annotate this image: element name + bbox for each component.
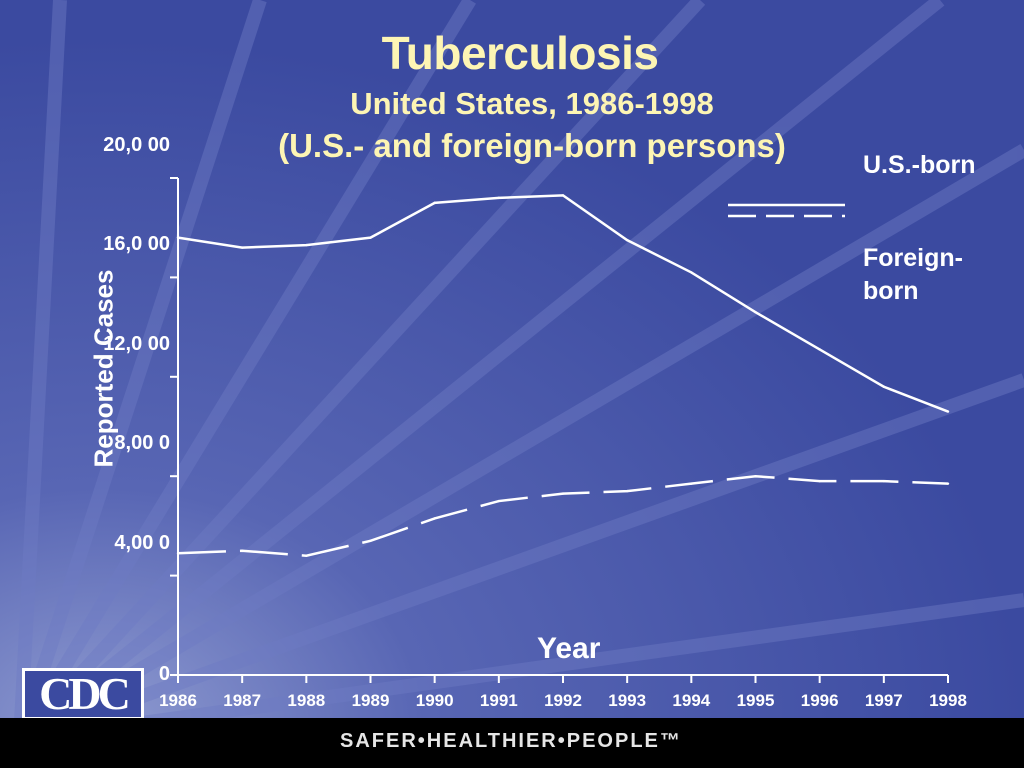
footer-slogan: SAFER•HEALTHIER•PEOPLE™ — [340, 730, 682, 752]
x-tick-label: 1994 — [672, 691, 711, 710]
series-line-us-born — [177, 194, 949, 413]
x-tick-label: 1987 — [223, 691, 262, 710]
data-point — [754, 475, 757, 478]
x-tick-label: 1992 — [544, 691, 582, 710]
x-tick-label: 1989 — [351, 691, 390, 710]
data-point — [561, 492, 565, 495]
x-tick-label: 1997 — [864, 691, 903, 710]
y-tick-label: 0 — [158, 663, 170, 685]
legend-label-us-born: U.S.-born — [863, 151, 976, 179]
data-point — [497, 196, 501, 200]
y-tick-label: 12,0 00 — [103, 332, 170, 355]
x-axis-label: Year — [537, 632, 601, 665]
data-point — [882, 385, 886, 388]
data-point — [305, 554, 308, 557]
data-point — [946, 410, 950, 413]
data-point — [561, 194, 565, 197]
cdc-logo: CDC — [22, 668, 144, 720]
x-tick-label: 1993 — [608, 691, 647, 710]
x-tick-label: 1988 — [287, 691, 326, 710]
data-point — [176, 236, 180, 239]
data-point — [369, 236, 372, 239]
y-tick-label: 8,00 0 — [114, 432, 170, 455]
legend-label-foreign-born: Foreign-born — [863, 244, 963, 305]
data-point — [433, 517, 436, 520]
y-tick-label: 20,0 00 — [103, 134, 170, 156]
data-point — [882, 479, 886, 483]
data-point — [625, 489, 629, 493]
y-tick-label: 16,0 00 — [103, 233, 170, 256]
x-tick-label: 1996 — [800, 691, 839, 710]
data-point — [818, 479, 821, 483]
data-point — [690, 271, 693, 274]
data-point — [625, 238, 629, 242]
chart-subtitle-line1: United States, 1986-1998 — [350, 86, 714, 121]
data-point — [240, 549, 244, 552]
data-point — [497, 499, 501, 503]
y-tick-label: 4,00 0 — [114, 531, 170, 554]
chart-title: Tuberculosis — [381, 27, 659, 79]
x-tick-label: 1986 — [159, 691, 197, 710]
cdc-logo-text: CDC — [39, 668, 131, 719]
x-tick-label: 1998 — [929, 691, 967, 710]
series-line-foreign-born — [177, 474, 949, 557]
data-point — [690, 482, 693, 485]
data-point — [754, 310, 757, 314]
footer-bar: SAFER•HEALTHIER•PEOPLE™ — [0, 718, 1024, 768]
data-point — [240, 246, 244, 249]
data-point — [369, 539, 372, 543]
data-point — [818, 348, 821, 351]
x-tick-label: 1991 — [479, 691, 518, 710]
data-point — [176, 552, 180, 555]
chart-subtitle-line2: (U.S.- and foreign-born persons) — [278, 127, 786, 164]
x-tick-label: 1995 — [736, 691, 775, 710]
data-point — [305, 243, 308, 247]
data-point — [946, 482, 950, 485]
data-point — [433, 201, 436, 205]
x-tick-label: 1990 — [415, 691, 454, 710]
